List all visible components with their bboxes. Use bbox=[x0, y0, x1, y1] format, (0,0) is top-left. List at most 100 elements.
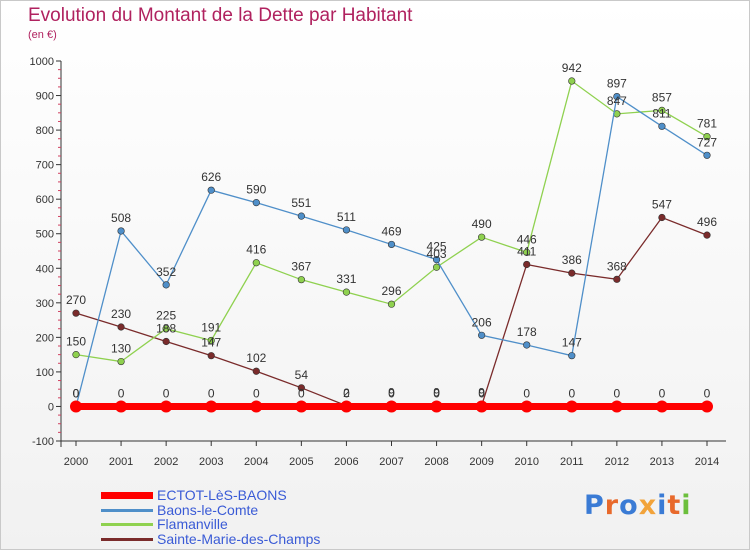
data-point bbox=[523, 260, 531, 269]
legend-label: Sainte-Marie-des-Champs bbox=[157, 531, 321, 547]
legend-label: Flamanville bbox=[157, 516, 228, 532]
data-point bbox=[297, 384, 305, 392]
data-point bbox=[342, 226, 351, 234]
data-label: 0 bbox=[704, 386, 711, 400]
data-point bbox=[252, 259, 260, 267]
data-point bbox=[207, 186, 215, 194]
data-label: 847 bbox=[607, 94, 627, 108]
x-tick-label: 2005 bbox=[289, 456, 313, 468]
y-tick-label: 700 bbox=[36, 160, 54, 172]
data-point bbox=[115, 400, 128, 413]
data-point bbox=[658, 106, 666, 114]
legend-swatch bbox=[101, 522, 153, 526]
data-label: 206 bbox=[472, 315, 492, 329]
data-label: 150 bbox=[66, 335, 86, 349]
data-point bbox=[478, 331, 486, 339]
y-tick-label: 400 bbox=[36, 263, 54, 275]
data-label: 0 bbox=[298, 386, 305, 400]
x-tick-label: 2003 bbox=[199, 456, 223, 468]
y-tick-label: 200 bbox=[36, 332, 54, 344]
x-tick-label: 2013 bbox=[650, 456, 674, 468]
chart-title: Evolution du Montant de la Dette par Hab… bbox=[28, 5, 413, 26]
y-tick-label: 600 bbox=[36, 194, 54, 206]
data-point bbox=[432, 263, 441, 271]
data-point bbox=[252, 367, 260, 375]
x-tick-label: 2001 bbox=[109, 456, 133, 468]
data-label: 386 bbox=[562, 253, 582, 267]
x-tick-label: 2008 bbox=[424, 456, 448, 468]
data-point bbox=[387, 240, 396, 249]
data-label: 0 bbox=[118, 386, 125, 400]
logo-letter: r bbox=[604, 490, 620, 521]
data-label: 425 bbox=[427, 240, 447, 254]
legend-swatch bbox=[101, 508, 153, 512]
data-point bbox=[430, 400, 443, 413]
data-label: 0 bbox=[523, 386, 530, 400]
data-point bbox=[207, 336, 215, 345]
logo-letter: P bbox=[584, 490, 605, 521]
data-point bbox=[658, 122, 666, 130]
series-line bbox=[75, 95, 708, 408]
y-tick-label: 0 bbox=[48, 401, 54, 413]
x-tick-label: 2014 bbox=[695, 456, 719, 468]
data-point bbox=[72, 351, 80, 359]
data-point bbox=[565, 400, 578, 413]
y-tick-label: 900 bbox=[36, 91, 54, 103]
legend-item: Sainte-Marie-des-Champs bbox=[101, 531, 321, 547]
data-label: 9 bbox=[478, 385, 485, 399]
chart-subtitle: (en €) bbox=[28, 29, 57, 41]
axes: -100010020030040050060070080090010002000… bbox=[30, 56, 726, 468]
data-label: 403 bbox=[427, 247, 447, 261]
data-label: 9 bbox=[388, 385, 395, 399]
data-point bbox=[703, 231, 711, 239]
y-tick-label: 100 bbox=[36, 367, 54, 379]
y-tick-label: -100 bbox=[32, 436, 54, 448]
data-label: 496 bbox=[697, 215, 717, 229]
data-point bbox=[117, 357, 125, 366]
data-label: 0 bbox=[478, 386, 485, 400]
labels-layer: 0 0 0 0 0 0 0 0 0 0 0 0 0 0 00508352626590551511469425… bbox=[66, 61, 717, 400]
data-point bbox=[250, 400, 263, 413]
data-label: 102 bbox=[246, 351, 266, 365]
data-point bbox=[432, 256, 441, 264]
data-point bbox=[207, 352, 215, 360]
logo-letter: o bbox=[619, 490, 639, 521]
x-tick-label: 2012 bbox=[605, 456, 629, 468]
data-label: 191 bbox=[201, 320, 221, 334]
data-point bbox=[613, 92, 621, 101]
legend-label: ECTOT-LèS-BAONS bbox=[157, 487, 287, 503]
data-label: 0 bbox=[659, 386, 666, 400]
data-label: 508 bbox=[111, 211, 131, 225]
data-label: 781 bbox=[697, 117, 717, 131]
data-label: 0 bbox=[73, 386, 80, 400]
data-label: 147 bbox=[201, 336, 221, 350]
data-point bbox=[117, 323, 125, 331]
proxiti-logo: Proxiti bbox=[584, 490, 692, 521]
data-point bbox=[162, 337, 170, 346]
legend-item: Flamanville bbox=[101, 516, 228, 532]
x-tick-label: 2010 bbox=[514, 456, 538, 468]
data-label: 230 bbox=[111, 307, 131, 321]
data-label: 331 bbox=[336, 272, 356, 286]
data-label: 626 bbox=[201, 170, 221, 184]
data-label: 857 bbox=[652, 90, 672, 104]
data-point bbox=[523, 341, 531, 349]
data-point bbox=[658, 213, 666, 222]
data-label: 147 bbox=[562, 336, 582, 350]
data-point bbox=[342, 288, 351, 296]
data-point bbox=[295, 400, 308, 413]
data-point bbox=[297, 276, 305, 284]
legend-label: Baons-le-Comte bbox=[157, 502, 259, 518]
data-label: 551 bbox=[291, 196, 311, 210]
data-point bbox=[478, 233, 486, 241]
data-label: 54 bbox=[295, 368, 309, 382]
x-tick-label: 2006 bbox=[334, 456, 358, 468]
y-tick-label: 800 bbox=[36, 125, 54, 137]
data-label: 368 bbox=[607, 259, 627, 273]
data-label: 942 bbox=[562, 61, 582, 75]
data-label: 0 bbox=[568, 386, 575, 400]
data-point bbox=[568, 269, 576, 277]
data-label: 178 bbox=[517, 325, 537, 339]
data-point bbox=[70, 400, 82, 413]
